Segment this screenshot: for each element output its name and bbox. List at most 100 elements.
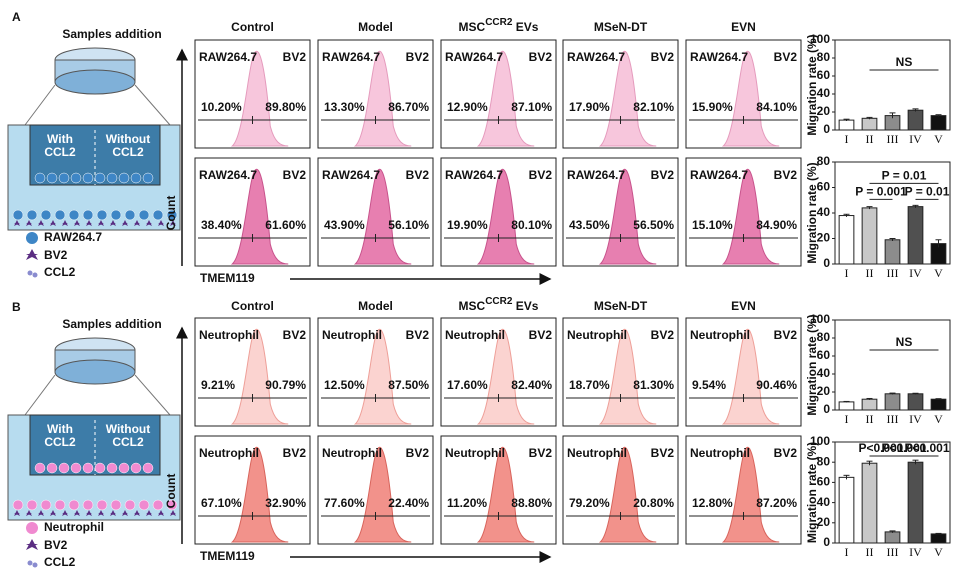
gate-percent: 43.50% xyxy=(569,218,610,232)
x-tick-label: II xyxy=(866,412,874,426)
gate-percent: 9.21% xyxy=(201,378,235,392)
cell-label: BV2 xyxy=(651,50,675,64)
cell-label: BV2 xyxy=(283,50,307,64)
microglia xyxy=(170,510,176,516)
y-tick-label: 80 xyxy=(817,50,831,64)
legend-label: RAW264.7 xyxy=(44,230,102,244)
gate-percent: 82.40% xyxy=(511,378,552,392)
gate-percent: 84.90% xyxy=(756,218,797,232)
y-tick-label: 80 xyxy=(817,454,831,468)
header-text: MSC xyxy=(459,20,486,34)
guide-lines xyxy=(24,374,171,416)
column-header: MSCCCR2 EVs xyxy=(459,296,539,314)
microglia xyxy=(98,220,104,226)
y-tick-label: 80 xyxy=(817,154,831,168)
cell xyxy=(82,462,94,474)
cell-label: Neutrophil xyxy=(322,328,382,342)
microglia xyxy=(134,510,140,516)
x-tick-label: II xyxy=(866,545,874,559)
y-tick-label: 100 xyxy=(810,32,830,46)
gate-percent: 11.20% xyxy=(447,496,487,510)
y-tick-label: 20 xyxy=(817,104,831,118)
bar xyxy=(907,461,924,544)
significance-label: P<0.001 xyxy=(881,441,926,455)
y-tick-label: 20 xyxy=(817,515,831,529)
bar xyxy=(838,401,855,411)
microglia xyxy=(38,220,44,226)
microglia xyxy=(134,220,140,226)
bar xyxy=(930,533,947,544)
legend-icon xyxy=(27,270,33,276)
well-label: With xyxy=(47,422,73,436)
cell-label: BV2 xyxy=(651,168,675,182)
gate-percent: 88.80% xyxy=(511,496,552,510)
legend-label: BV2 xyxy=(44,248,68,262)
y-tick-label: 40 xyxy=(817,495,831,509)
header-sup: CCR2 xyxy=(485,296,513,307)
y-axis-label: Count xyxy=(164,196,178,231)
microglia xyxy=(98,510,104,516)
microglia xyxy=(86,510,92,516)
y-tick-label: 20 xyxy=(817,384,831,398)
bar xyxy=(907,206,924,265)
x-tick-label: III xyxy=(887,266,899,280)
histogram-peak xyxy=(598,50,657,147)
cell xyxy=(40,499,52,511)
histogram-peak xyxy=(476,50,535,147)
y-tick-label: 0 xyxy=(823,256,830,270)
cell xyxy=(26,209,38,221)
gate-percent: 87.20% xyxy=(756,496,797,510)
cell xyxy=(142,462,154,474)
cell-label: Neutrophil xyxy=(445,446,505,460)
cell xyxy=(68,499,80,511)
microglia xyxy=(158,510,164,516)
microglia xyxy=(38,510,44,516)
legend-icon xyxy=(32,562,38,568)
cell xyxy=(130,462,142,474)
microglia xyxy=(146,220,152,226)
cell-label: RAW264.7 xyxy=(690,168,748,182)
histogram-peak xyxy=(476,446,535,543)
cell xyxy=(12,209,24,221)
cell-label: RAW264.7 xyxy=(199,50,257,64)
cell-label: Neutrophil xyxy=(567,446,627,460)
cell-label: BV2 xyxy=(774,50,798,64)
cell xyxy=(166,209,178,221)
significance-label: P<0.001 xyxy=(904,441,949,455)
cell xyxy=(34,172,46,184)
microglia xyxy=(50,510,56,516)
cell xyxy=(138,209,150,221)
cell xyxy=(142,172,154,184)
bar xyxy=(861,398,878,411)
cell xyxy=(58,462,70,474)
x-axis-label: TMEM119 xyxy=(200,549,255,563)
x-tick-label: IV xyxy=(909,545,922,559)
significance-label: P = 0.001 xyxy=(855,185,907,199)
microglia xyxy=(50,220,56,226)
y-tick-label: 80 xyxy=(817,330,831,344)
gate-percent: 17.90% xyxy=(569,100,610,114)
bar xyxy=(907,393,924,411)
gate-percent: 9.54% xyxy=(692,378,726,392)
y-tick-label: 40 xyxy=(817,366,831,380)
x-tick-label: III xyxy=(887,545,899,559)
guide-lines xyxy=(24,84,171,126)
y-tick-label: 0 xyxy=(823,535,830,549)
histogram-peak xyxy=(353,168,412,265)
column-header: MSeN-DT xyxy=(594,20,648,34)
cell xyxy=(12,499,24,511)
column-header: Control xyxy=(231,299,274,313)
gate-percent: 15.10% xyxy=(692,218,733,232)
panel-label: A xyxy=(12,10,21,24)
microglia xyxy=(26,510,32,516)
cell-label: RAW264.7 xyxy=(567,50,625,64)
cell xyxy=(96,209,108,221)
x-tick-label: I xyxy=(845,545,849,559)
histogram-peak xyxy=(230,50,289,147)
cell xyxy=(34,462,46,474)
schematic-title: Samples addition xyxy=(62,27,161,41)
gate-percent: 22.40% xyxy=(388,496,429,510)
y-axis-label: Migration rate (%) xyxy=(805,34,819,135)
panel-label: B xyxy=(12,300,21,314)
